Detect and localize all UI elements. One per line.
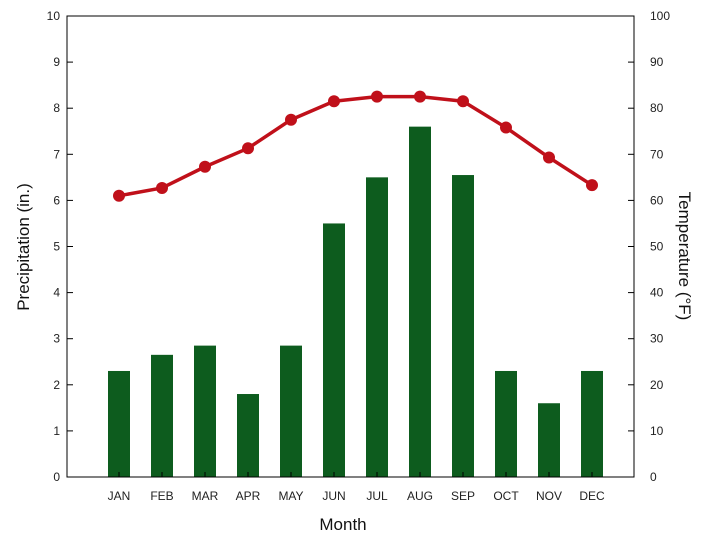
left-y-tick-label: 7 (53, 147, 60, 161)
precipitation-bar (366, 177, 388, 477)
x-tick-label: SEP (451, 489, 475, 503)
precipitation-bar (538, 403, 560, 477)
x-tick-label: FEB (150, 489, 173, 503)
right-y-axis: 0 10 20 30 40 50 60 70 80 90 100 (628, 9, 670, 484)
right-y-tick-label: 60 (650, 193, 664, 207)
left-y-tick-label: 4 (53, 286, 60, 300)
x-tick-label: JAN (108, 489, 131, 503)
precipitation-bar (452, 175, 474, 478)
precipitation-bar (280, 345, 302, 477)
precipitation-bar (495, 370, 517, 477)
left-y-tick-label: 5 (53, 240, 60, 254)
right-y-tick-label: 40 (650, 286, 664, 300)
right-y-tick-label: 80 (650, 101, 664, 115)
right-y-tick-label: 90 (650, 55, 664, 69)
left-y-axis: 0 1 2 3 4 5 6 7 8 9 10 (47, 9, 73, 484)
left-y-tick-label: 10 (47, 9, 61, 23)
precipitation-bar (237, 394, 259, 477)
right-y-tick-label: 100 (650, 9, 670, 23)
x-tick-label: APR (236, 489, 261, 503)
x-tick-label: OCT (493, 489, 519, 503)
x-tick-label: JUL (366, 489, 388, 503)
left-y-tick-label: 9 (53, 55, 60, 69)
temperature-point (500, 121, 512, 134)
precipitation-bar (151, 354, 173, 477)
temperature-point (285, 113, 297, 126)
temperature-point (113, 189, 125, 202)
temperature-point (242, 142, 254, 155)
temperature-point (328, 95, 340, 108)
right-y-tick-label: 50 (650, 240, 664, 254)
left-y-tick-label: 1 (53, 424, 60, 438)
x-tick-label: NOV (536, 489, 562, 503)
temperature-point (586, 179, 598, 192)
x-tick-label: MAR (192, 489, 219, 503)
left-y-axis-title: Precipitation (in.) (14, 183, 33, 311)
precipitation-bar (108, 370, 130, 477)
x-axis: JAN FEB MAR APR MAY JUN JUL AUG SEP OCT NOV DEC (108, 472, 605, 503)
right-y-tick-label: 30 (650, 332, 664, 346)
x-tick-label: MAY (278, 489, 303, 503)
temperature-point (199, 160, 211, 173)
left-y-tick-label: 6 (53, 193, 60, 207)
right-y-tick-label: 0 (650, 470, 657, 484)
temperature-line-layer (113, 90, 598, 202)
bars-layer (108, 126, 603, 478)
left-y-tick-label: 3 (53, 332, 60, 346)
temperature-point (543, 151, 555, 164)
right-y-axis-title: Temperature (°F) (675, 192, 694, 321)
x-axis-title: Month (319, 515, 366, 534)
left-y-tick-label: 8 (53, 101, 60, 115)
precipitation-bar (323, 223, 345, 477)
temperature-line (118, 94, 593, 198)
temperature-point (457, 95, 469, 108)
temperature-point (414, 90, 426, 103)
precipitation-bar (581, 370, 603, 477)
temperature-point (371, 90, 383, 103)
x-tick-label: AUG (407, 489, 433, 503)
precipitation-bar (194, 345, 216, 477)
temperature-point (156, 181, 168, 194)
left-y-tick-label: 0 (53, 470, 60, 484)
right-y-tick-label: 10 (650, 424, 664, 438)
x-tick-label: DEC (579, 489, 605, 503)
right-y-tick-label: 20 (650, 378, 664, 392)
right-y-tick-label: 70 (650, 147, 664, 161)
x-tick-label: JUN (322, 489, 345, 503)
precipitation-bar (409, 126, 431, 477)
left-y-tick-label: 2 (53, 378, 60, 392)
